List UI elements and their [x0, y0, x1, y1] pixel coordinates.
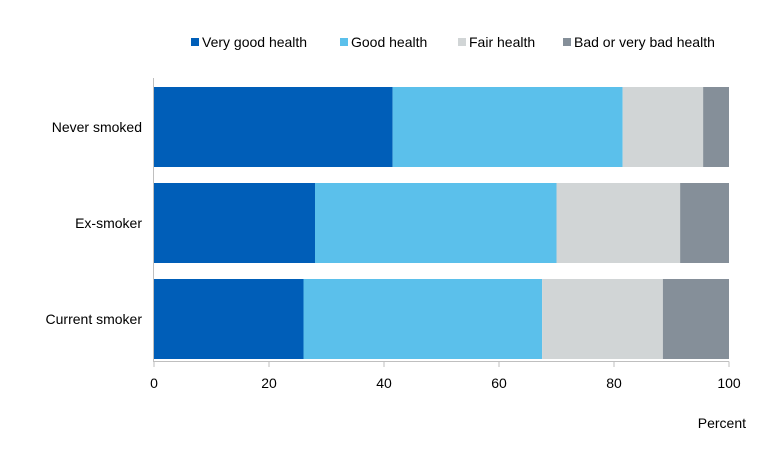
x-tick-label: 80 — [606, 375, 622, 391]
legend: Very good health Good health Fair health Ba… — [191, 34, 715, 50]
x-tick-label: 60 — [491, 375, 507, 391]
legend-item-fair-health: Fair health — [458, 34, 535, 50]
legend-label: Bad or very bad health — [574, 34, 715, 50]
bar-never-smoked-bad-or-very-bad-health — [703, 87, 729, 167]
legend-label: Good health — [351, 34, 427, 50]
bar-never-smoked-very-good-health — [154, 87, 393, 167]
axes: Never smoked Ex-smoker Current smoker 0 20 40… — [46, 78, 746, 431]
bar-never-smoked-fair-health — [622, 87, 704, 167]
bar-ex-smoker-good-health — [315, 183, 557, 263]
x-axis-title: Percent — [698, 415, 746, 431]
category-label: Current smoker — [46, 311, 143, 327]
legend-label: Very good health — [202, 34, 307, 50]
bar-current-smoker-fair-health — [542, 279, 663, 359]
bar-never-smoked-good-health — [392, 87, 623, 167]
x-tick-label: 40 — [376, 375, 392, 391]
legend-swatch — [563, 38, 571, 46]
category-label: Ex-smoker — [75, 215, 142, 231]
x-tick-label: 100 — [717, 375, 741, 391]
x-tick-label: 0 — [150, 375, 158, 391]
bar-current-smoker-good-health — [303, 279, 543, 359]
bar-current-smoker-bad-or-very-bad-health — [662, 279, 729, 359]
legend-swatch — [191, 38, 199, 46]
legend-item-bad-or-very-bad-health: Bad or very bad health — [563, 34, 715, 50]
x-tick-label: 20 — [261, 375, 277, 391]
legend-swatch — [458, 38, 466, 46]
bar-ex-smoker-bad-or-very-bad-health — [680, 183, 729, 263]
legend-item-good-health: Good health — [340, 34, 427, 50]
bar-ex-smoker-fair-health — [556, 183, 681, 263]
legend-item-very-good-health: Very good health — [191, 34, 307, 50]
bar-current-smoker-very-good-health — [154, 279, 304, 359]
bars — [154, 87, 729, 359]
legend-label: Fair health — [469, 34, 535, 50]
category-label: Never smoked — [52, 119, 142, 135]
legend-swatch — [340, 38, 348, 46]
bar-ex-smoker-very-good-health — [154, 183, 315, 263]
